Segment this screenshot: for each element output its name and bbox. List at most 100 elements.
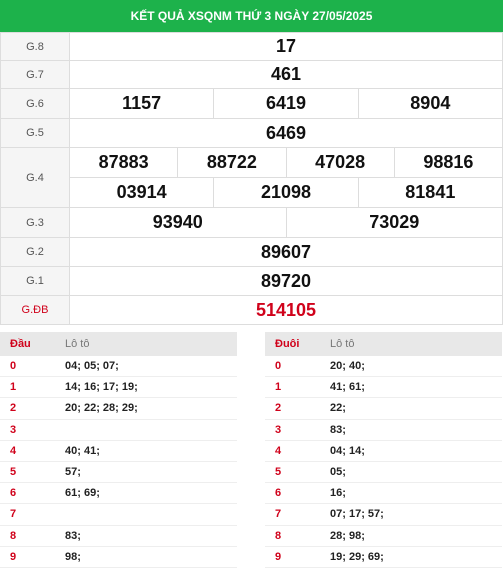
duoi-header: Đuôi [265, 332, 320, 356]
lotto-values: 04; 14; [320, 440, 502, 462]
lotto-digit: 3 [0, 419, 55, 441]
lotto-row: 0 20; 40; [265, 356, 502, 378]
lotto-values: 20; 22; 28; 29; [55, 397, 237, 420]
prize-number: 21098 [213, 178, 357, 207]
prize-numbers: 93940 73029 [69, 207, 503, 238]
lotto-row: 1 41; 61; [265, 376, 502, 399]
lotto-digit: 1 [265, 376, 320, 399]
prize-label: G.7 [0, 60, 70, 89]
prize-number: 6419 [213, 89, 357, 118]
prize-label: G.5 [0, 118, 70, 148]
lotto-digit: 7 [265, 503, 320, 526]
lotto-digit: 3 [265, 419, 320, 441]
prize-row: G.5 6469 [0, 118, 503, 148]
duoi-lotto-table: Đuôi Lô tô 0 20; 40; 1 41; 61; 2 22; 3 83; 4 04; … [265, 332, 502, 568]
lotto-values: 19; 29; 69; [320, 546, 502, 568]
lotto-digit: 0 [265, 356, 320, 378]
prize-row: G.ĐB 514105 [0, 295, 503, 325]
prize-number: 73029 [285, 208, 503, 237]
lotto-row: 7 07; 17; 57; [265, 503, 502, 526]
lotto-values: 20; 40; [320, 356, 502, 378]
prize-numbers: 1157 6419 8904 [69, 88, 503, 119]
results-header: KẾT QUẢ XSQNM THỨ 3 NGÀY 27/05/2025 [0, 0, 503, 32]
lotto-values: 22; [320, 397, 502, 420]
results-title: KẾT QUẢ XSQNM THỨ 3 NGÀY 27/05/2025 [130, 9, 373, 23]
prize-label: G.2 [0, 237, 70, 267]
lotto-row: 3 83; [265, 419, 502, 441]
prize-number: 17 [69, 32, 503, 61]
prize-number: 89720 [69, 266, 503, 296]
prize-row: G.3 93940 73029 [0, 207, 503, 238]
lotto-digit: 7 [0, 503, 55, 526]
lotto-digit: 8 [0, 525, 55, 547]
lotto-digit: 0 [0, 356, 55, 378]
lotto-values: 41; 61; [320, 376, 502, 399]
lotto-row: 5 57; [0, 461, 237, 484]
prize-row: G.1 89720 [0, 266, 503, 296]
prize-label: G.ĐB [0, 295, 70, 325]
lotto-values: 07; 17; 57; [320, 503, 502, 526]
lotto-values: 61; 69; [55, 482, 237, 505]
prize-row: G.7 461 [0, 60, 503, 89]
lotto-row: 8 83; [0, 525, 237, 547]
lotto-values: 04; 05; 07; [55, 356, 237, 378]
lotto-row: 4 40; 41; [0, 440, 237, 462]
prize-numbers: 03914 21098 81841 [69, 177, 503, 208]
lotto-row: 3 [0, 419, 237, 441]
lotto-digit: 9 [0, 546, 55, 568]
prize-number: 87883 [98, 152, 149, 172]
lotto-digit: 8 [265, 525, 320, 547]
lotto-row: 5 05; [265, 461, 502, 484]
prize-label: G.4 [0, 147, 70, 208]
lotto-values: 83; [320, 419, 502, 441]
lotto-digit: 9 [265, 546, 320, 568]
prize-row: G.2 89607 [0, 237, 503, 267]
prize-number: 88722 [177, 148, 285, 177]
lotto-values: 05; [320, 461, 502, 484]
prize-number: 81841 [357, 178, 502, 207]
lotto-row: 6 61; 69; [0, 482, 237, 505]
prize-number: 03914 [116, 182, 167, 202]
loto-header: Lô tô [55, 332, 237, 356]
lotto-row: 6 16; [265, 482, 502, 505]
lotto-digit: 6 [0, 482, 55, 505]
lotto-row: 7 [0, 503, 237, 526]
lotto-values: 57; [55, 461, 237, 484]
prize-number: 47028 [285, 148, 394, 177]
lotto-values: 40; 41; [55, 440, 237, 462]
lotto-row: 0 04; 05; 07; [0, 356, 237, 378]
prize-number: 514105 [69, 295, 503, 325]
prize-label: G.8 [0, 32, 70, 61]
lotto-row: 8 28; 98; [265, 525, 502, 547]
lotto-digit: 2 [265, 397, 320, 420]
loto-header: Lô tô [320, 332, 502, 356]
prize-number: 8904 [357, 89, 502, 118]
lotto-digit: 1 [0, 376, 55, 399]
lotto-values [55, 503, 237, 526]
prize-row: G.4 87883 88722 47028 98816 [0, 147, 503, 208]
prize-table: G.8 17 G.7 461 G.6 1157 6419 8904 G.5 6469 G.4 8788… [0, 32, 503, 325]
dau-header: Đầu [0, 332, 55, 356]
lotto-digit: 6 [265, 482, 320, 505]
prize-number: 93940 [152, 212, 203, 232]
lotto-values: 14; 16; 17; 19; [55, 376, 237, 399]
prize-label: G.3 [0, 207, 70, 238]
lotto-row: 2 20; 22; 28; 29; [0, 397, 237, 420]
lotto-digit: 4 [265, 440, 320, 462]
prize-number: 6469 [69, 118, 503, 148]
lotto-values: 98; [55, 546, 237, 568]
prize-row: G.6 1157 6419 8904 [0, 88, 503, 119]
lotto-digit: 4 [0, 440, 55, 462]
lotto-row: 4 04; 14; [265, 440, 502, 462]
lotto-row: 9 19; 29; 69; [265, 546, 502, 568]
lotto-row: 9 98; [0, 546, 237, 568]
prize-row: 03914 21098 81841 [1, 177, 503, 208]
prize-number: 461 [69, 60, 503, 89]
lotto-digit: 5 [265, 461, 320, 484]
lotto-values: 28; 98; [320, 525, 502, 547]
prize-number: 98816 [393, 148, 502, 177]
lotto-digit: 2 [0, 397, 55, 420]
lotto-row: 2 22; [265, 397, 502, 420]
prize-row: G.8 17 [0, 32, 503, 61]
lotto-values [55, 419, 237, 441]
